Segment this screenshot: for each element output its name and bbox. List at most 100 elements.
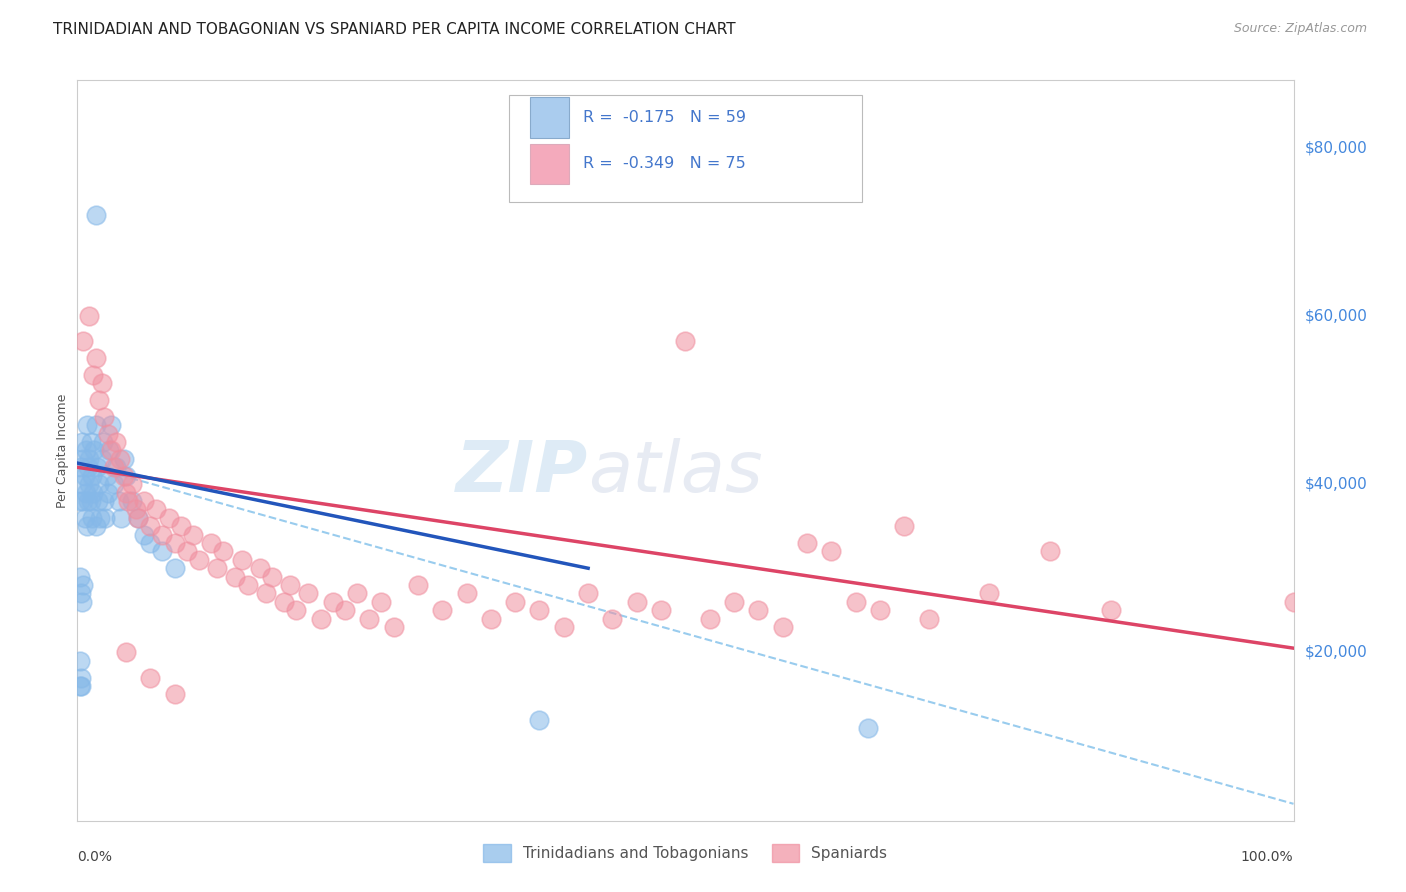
Text: 0.0%: 0.0% (77, 850, 112, 864)
Legend: Trinidadians and Tobagonians, Spaniards: Trinidadians and Tobagonians, Spaniards (478, 838, 893, 869)
Point (772, 620, 794, 634)
Point (69, 654, 91, 668)
Point (86, 460, 108, 475)
Point (333, 603, 356, 617)
Point (121, 494, 143, 508)
Point (83, 443, 105, 458)
Text: R =  -0.175   N = 59: R = -0.175 N = 59 (583, 110, 747, 125)
Point (181, 527, 204, 541)
Point (72, 451, 94, 466)
Point (359, 612, 381, 626)
Point (430, 603, 453, 617)
Point (529, 713, 551, 727)
Point (602, 612, 624, 626)
Text: $60,000: $60,000 (1305, 309, 1368, 323)
Point (103, 477, 125, 491)
Point (1039, 544, 1062, 558)
Y-axis label: Per Capita Income: Per Capita Income (56, 393, 69, 508)
Point (273, 595, 295, 609)
Point (84, 208, 107, 222)
Point (80, 510, 103, 524)
Point (553, 620, 575, 634)
Point (115, 468, 138, 483)
Point (72, 334, 94, 348)
Point (145, 502, 167, 516)
Point (285, 603, 308, 617)
Point (163, 536, 186, 550)
Point (503, 595, 526, 609)
Point (90, 451, 112, 466)
Point (820, 544, 842, 558)
Point (529, 603, 551, 617)
Point (70, 595, 93, 609)
Point (79, 477, 101, 491)
Bar (530, 144, 568, 185)
Point (79, 309, 101, 323)
Point (93, 494, 115, 508)
Point (163, 688, 186, 702)
Point (127, 510, 149, 524)
Point (77, 494, 100, 508)
Point (127, 510, 149, 524)
Point (75, 443, 97, 458)
Bar (530, 97, 568, 137)
Point (73, 468, 96, 483)
Point (97, 485, 120, 500)
Point (231, 553, 253, 567)
Point (100, 443, 122, 458)
Text: $80,000: $80,000 (1305, 140, 1368, 155)
Point (626, 595, 648, 609)
Point (89, 477, 111, 491)
Point (117, 494, 139, 508)
Text: atlas: atlas (588, 438, 762, 508)
Point (80, 494, 103, 508)
Point (163, 561, 186, 575)
Point (796, 536, 818, 550)
Point (115, 645, 138, 659)
Point (134, 527, 156, 541)
Point (97, 443, 120, 458)
Point (297, 586, 319, 600)
Text: R =  -0.349   N = 75: R = -0.349 N = 75 (583, 156, 747, 171)
Point (139, 536, 162, 550)
Point (82, 485, 104, 500)
Point (650, 603, 672, 617)
Point (479, 612, 502, 626)
Point (72, 578, 94, 592)
Point (856, 721, 879, 735)
Point (121, 477, 143, 491)
Point (176, 544, 198, 558)
Point (1282, 595, 1305, 609)
Point (157, 510, 180, 524)
Point (406, 578, 429, 592)
Point (747, 603, 769, 617)
Point (115, 485, 138, 500)
Point (125, 502, 148, 516)
Point (100, 418, 122, 433)
Point (84, 418, 107, 433)
Point (82, 368, 104, 382)
Point (103, 460, 125, 475)
Point (107, 494, 129, 508)
Point (170, 519, 193, 533)
Point (188, 553, 211, 567)
Point (278, 578, 301, 592)
Point (105, 435, 128, 450)
Point (89, 392, 111, 407)
Point (70, 586, 93, 600)
Point (70, 679, 93, 693)
Point (70, 671, 93, 685)
Point (80, 468, 103, 483)
Point (134, 494, 156, 508)
Text: 100.0%: 100.0% (1241, 850, 1294, 864)
Point (91, 435, 114, 450)
Point (94, 510, 117, 524)
Point (70, 435, 93, 450)
Point (89, 510, 111, 524)
Point (72, 494, 94, 508)
Point (87, 494, 110, 508)
Point (212, 544, 235, 558)
Point (69, 494, 91, 508)
Point (97, 426, 120, 441)
Point (84, 519, 107, 533)
